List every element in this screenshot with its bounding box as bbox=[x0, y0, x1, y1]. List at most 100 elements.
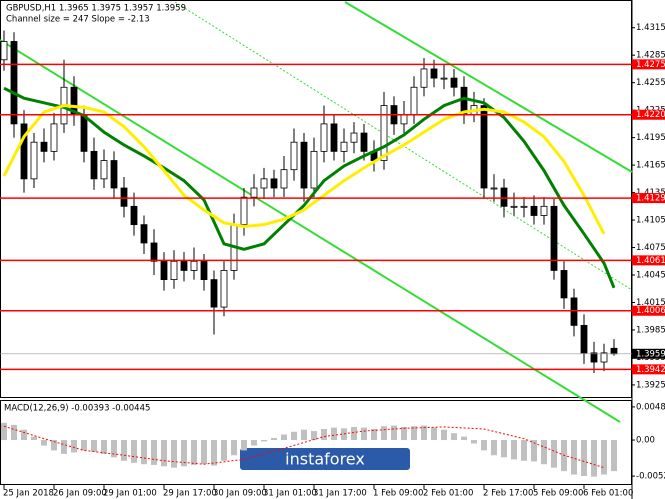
macd-bar bbox=[571, 440, 577, 475]
macd-bar bbox=[311, 431, 317, 441]
candle-body bbox=[380, 105, 388, 161]
macd-bar bbox=[191, 440, 197, 465]
macd-bar bbox=[471, 440, 477, 444]
macd-bar bbox=[431, 427, 437, 441]
macd-tick-label: -0.00522 bbox=[636, 472, 665, 482]
level-label: 1.4220 bbox=[636, 110, 665, 120]
candle-body bbox=[20, 123, 28, 180]
macd-bar bbox=[541, 440, 547, 465]
candle-body bbox=[560, 270, 568, 299]
candle-body bbox=[320, 123, 328, 152]
candle-body bbox=[50, 123, 58, 152]
level-label: 1.4006 bbox=[636, 306, 665, 316]
y-tick-label: 1.4015 bbox=[636, 298, 665, 308]
candle-body bbox=[400, 114, 408, 125]
candle-body bbox=[160, 260, 168, 280]
candle-body bbox=[140, 224, 148, 244]
candle-body bbox=[220, 270, 228, 308]
y-tick-label: 1.4195 bbox=[636, 133, 665, 143]
macd-bar bbox=[391, 425, 397, 441]
macd-bar bbox=[411, 426, 417, 441]
candle-body bbox=[480, 105, 488, 189]
x-tick-label: 1 Feb 09:00 bbox=[373, 489, 423, 499]
macd-bar bbox=[581, 440, 587, 476]
macd-bar bbox=[591, 440, 597, 477]
candle-body bbox=[490, 187, 498, 190]
macd-bar bbox=[31, 436, 37, 441]
candle-body bbox=[590, 352, 598, 363]
chart-title: GBPUSD,H1 1.3965 1.3975 1.3957 1.3959 bbox=[6, 4, 186, 14]
y-tick-label: 1.4075 bbox=[636, 243, 665, 253]
candle-body bbox=[300, 141, 308, 189]
candle-body bbox=[410, 86, 418, 116]
macd-bar bbox=[501, 440, 507, 458]
moving-average bbox=[3, 86, 616, 289]
y-tick-label: 1.4255 bbox=[636, 78, 665, 88]
candle-body bbox=[250, 187, 258, 198]
macd-bar bbox=[161, 440, 167, 467]
candle-body bbox=[120, 187, 128, 207]
macd-bar bbox=[401, 426, 407, 441]
level-tag bbox=[632, 364, 665, 375]
macd-bar bbox=[371, 429, 377, 441]
macd-bar bbox=[611, 440, 617, 472]
candle-body bbox=[190, 260, 198, 271]
candle-body bbox=[450, 77, 458, 88]
candle-body bbox=[130, 205, 138, 226]
candle-body bbox=[420, 68, 428, 88]
macd-bar bbox=[461, 436, 467, 441]
candle-body bbox=[340, 141, 348, 152]
macd-bar bbox=[181, 440, 187, 467]
macd-bar bbox=[301, 429, 307, 441]
candle-body bbox=[90, 150, 98, 180]
channel-line bbox=[0, 39, 621, 423]
macd-signal bbox=[3, 425, 605, 469]
y-tick-label: 1.4045 bbox=[636, 271, 665, 281]
x-tick-label: 29 Jan 01:00 bbox=[103, 489, 157, 499]
level-tag bbox=[632, 305, 665, 316]
main-pane bbox=[0, 0, 632, 398]
trend-channel bbox=[0, 1, 633, 423]
macd-bar bbox=[521, 440, 527, 461]
candle-body bbox=[40, 141, 48, 152]
level-label: 1.4275 bbox=[636, 60, 665, 70]
candle-body bbox=[0, 41, 8, 61]
macd-bar bbox=[111, 440, 117, 458]
macd-bar bbox=[261, 440, 267, 442]
x-tick-label: 31 Jan 01:00 bbox=[263, 489, 317, 499]
candle-body bbox=[600, 352, 608, 363]
candle-body bbox=[580, 324, 588, 354]
candle-body bbox=[500, 187, 508, 207]
candle-body bbox=[330, 123, 338, 152]
candle-body bbox=[430, 68, 438, 79]
macd-bar bbox=[131, 440, 137, 463]
candle-body bbox=[100, 160, 108, 180]
level-tag bbox=[632, 193, 665, 204]
watermark-box bbox=[240, 448, 410, 470]
macd-bar bbox=[221, 440, 227, 461]
macd-bar bbox=[171, 440, 177, 468]
candle-body bbox=[570, 297, 578, 326]
candle-body bbox=[210, 279, 218, 308]
macd-bar bbox=[291, 431, 297, 441]
x-tick-label: 2 Feb 01:00 bbox=[423, 489, 473, 499]
candle-body bbox=[350, 132, 358, 143]
macd-bar bbox=[201, 440, 207, 465]
last-price-tag bbox=[632, 348, 665, 359]
macd-bar bbox=[211, 440, 217, 466]
candle-body bbox=[610, 347, 618, 355]
x-tick-label: 2 Feb 17:00 bbox=[483, 489, 533, 499]
x-tick-label: 25 Jan 2018 bbox=[3, 489, 54, 499]
candle-body bbox=[240, 196, 248, 226]
candle-body bbox=[360, 132, 368, 152]
last-price-label: 1.3959 bbox=[636, 349, 665, 359]
level-label: 1.4129 bbox=[636, 194, 665, 204]
candle-body bbox=[150, 242, 158, 262]
macd-bar bbox=[361, 427, 367, 441]
macd-bar bbox=[321, 429, 327, 441]
level-label: 1.4061 bbox=[636, 256, 665, 266]
macd-bar bbox=[121, 440, 127, 461]
y-tick-label: 1.4285 bbox=[636, 51, 665, 61]
candle-body bbox=[510, 205, 518, 208]
